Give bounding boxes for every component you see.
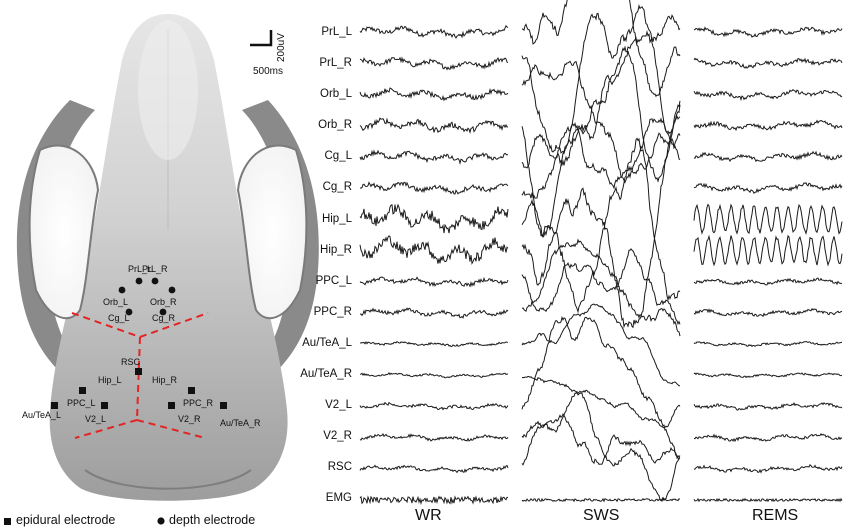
elec-label-ppc-l: PPC_L xyxy=(67,398,96,408)
elec-label-au-tea-l: Au/TeA_L xyxy=(22,410,61,420)
trace-cg-r-sws xyxy=(521,121,681,199)
elec-label-prl-l: PrL_L xyxy=(128,264,152,274)
trace-hip-r-rems xyxy=(693,234,843,267)
skull-image xyxy=(16,14,319,501)
trace-au-tea-l-wr xyxy=(359,340,509,348)
trace-prl-r-wr xyxy=(359,56,509,71)
channel-label-ppc-l: PPC_L xyxy=(315,275,352,287)
trace-prl-l-wr xyxy=(359,25,509,39)
elec-label-au-tea-r: Au/TeA_R xyxy=(220,418,261,428)
channel-label-cg-r: Cg_R xyxy=(322,181,352,193)
trace-rsc-rems xyxy=(693,463,843,474)
trace-cg-r-rems xyxy=(693,182,843,195)
trace-v2-l-wr xyxy=(359,401,509,411)
channel-label-hip-r: Hip_R xyxy=(320,244,352,256)
scale-bar xyxy=(250,30,273,47)
channel-label-v2-r: V2_R xyxy=(323,430,352,442)
trace-au-tea-l-rems xyxy=(693,340,843,348)
channel-label-rsc: RSC xyxy=(327,461,352,473)
elec-label-hip-l: Hip_L xyxy=(98,375,122,385)
trace-au-tea-r-rems xyxy=(693,372,843,379)
depth-legend-circle xyxy=(157,517,165,525)
trace-emg-sws xyxy=(521,497,681,503)
elec-label-hip-r: Hip_R xyxy=(152,375,178,385)
channel-label-v2-l: V2_L xyxy=(325,399,352,411)
elec-label-v2-l: V2_L xyxy=(85,414,106,424)
trace-v2-r-rems xyxy=(693,433,843,443)
trace-cg-l-wr xyxy=(359,149,509,165)
trace-prl-l-sws xyxy=(521,0,681,98)
state-label-rems: REMS xyxy=(752,507,799,524)
trace-v2-l-rems xyxy=(693,402,843,411)
trace-prl-l-rems xyxy=(693,26,843,38)
legend-epidural-label: epidural electrode xyxy=(16,513,116,527)
epidural-legend-square xyxy=(4,518,11,525)
trace-hip-r-wr xyxy=(359,235,509,265)
elec-label-cg-r: Cg_R xyxy=(152,313,176,323)
trace-rsc-wr xyxy=(359,464,509,474)
state-label-wr: WR xyxy=(415,507,442,524)
elec-label-rsc: RSC xyxy=(121,357,141,367)
trace-v2-r-sws xyxy=(521,390,681,502)
trace-hip-l-sws xyxy=(521,137,681,314)
elec-label-orb-r: Orb_R xyxy=(150,297,177,307)
trace-orb-r-sws xyxy=(521,4,681,237)
trace-emg-wr xyxy=(359,495,508,506)
trace-v2-l-sws xyxy=(521,315,681,460)
trace-cg-r-wr xyxy=(359,181,509,195)
trace-au-tea-r-wr xyxy=(359,372,509,379)
trace-orb-l-sws xyxy=(521,60,681,184)
trace-au-tea-r-sws xyxy=(521,375,681,429)
elec-label-v2-r: V2_R xyxy=(178,414,201,424)
trace-orb-r-wr xyxy=(359,117,509,135)
trace-prl-r-rems xyxy=(693,57,843,69)
channel-label-au-tea-l: Au/TeA_L xyxy=(302,337,352,349)
state-label-sws: SWS xyxy=(583,507,620,524)
trace-ppc-l-wr xyxy=(359,276,509,288)
trace-emg-rems xyxy=(693,497,843,503)
channel-label-prl-r: PrL_R xyxy=(319,57,352,69)
trace-ppc-l-sws xyxy=(521,248,681,326)
scale-time-label: 500ms xyxy=(253,66,284,77)
cortical-boundary-lines xyxy=(71,312,209,439)
trace-cg-l-rems xyxy=(693,150,843,163)
trace-ppc-r-rems xyxy=(693,307,843,318)
eeg-traces xyxy=(359,0,843,506)
elec-label-prl-r: PrL_R xyxy=(142,264,168,274)
scale-amplitude-label: 200uV xyxy=(276,33,287,62)
elec-label-cg-l: Cg_L xyxy=(108,313,130,323)
trace-hip-r-sws xyxy=(521,104,681,329)
trace-cg-l-sws xyxy=(521,50,681,183)
trace-rsc-sws xyxy=(521,413,681,466)
channel-label-orb-l: Orb_L xyxy=(320,88,352,100)
elec-label-ppc-r: PPC_R xyxy=(183,398,214,408)
channel-label-emg: EMG xyxy=(325,492,352,504)
trace-ppc-r-sws xyxy=(521,238,681,337)
channel-label-hip-l: Hip_L xyxy=(321,213,352,225)
channel-label-ppc-r: PPC_R xyxy=(313,306,352,318)
channel-label-au-tea-r: Au/TeA_R xyxy=(300,368,352,380)
trace-hip-l-rems xyxy=(693,203,843,235)
electrode-labels: PrL_L PrL_R Orb_L Orb_R Cg_L Cg_R RSC Hi… xyxy=(22,264,261,428)
trace-au-tea-l-sws xyxy=(521,303,680,387)
electrode-markers xyxy=(51,277,227,409)
trace-ppc-l-rems xyxy=(693,277,843,286)
trace-v2-r-wr xyxy=(359,433,509,442)
elec-label-orb-l: Orb_L xyxy=(103,297,128,307)
trace-ppc-r-wr xyxy=(359,307,509,319)
trace-orb-l-wr xyxy=(359,87,509,102)
channel-label-prl-l: PrL_L xyxy=(321,26,352,38)
trace-hip-l-wr xyxy=(359,203,509,234)
channel-label-cg-l: Cg_L xyxy=(324,150,353,162)
trace-orb-r-rems xyxy=(693,119,843,132)
legend-depth-label: depth electrode xyxy=(169,513,256,527)
trace-orb-l-rems xyxy=(693,89,843,102)
channel-label-orb-r: Orb_R xyxy=(318,119,352,131)
trace-prl-r-sws xyxy=(521,14,681,155)
